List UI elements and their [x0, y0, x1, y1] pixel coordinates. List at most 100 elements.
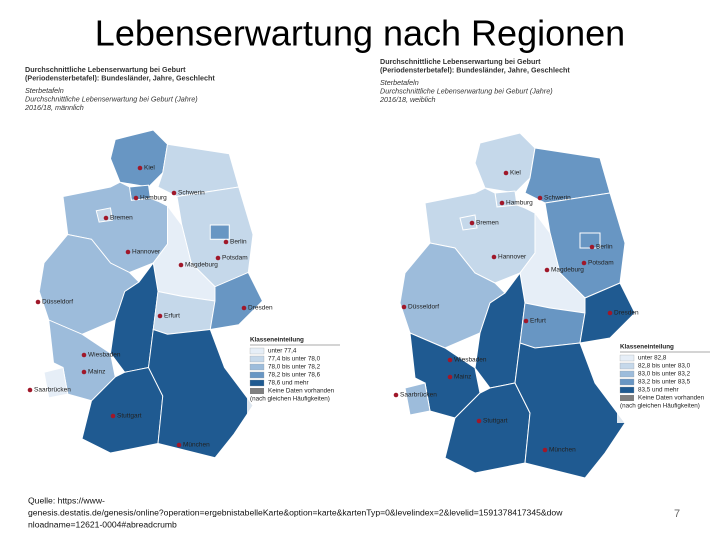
city-label: Kiel — [144, 165, 155, 172]
source-text: genesis.destatis.de/genesis/online?opera… — [28, 507, 563, 517]
map-heading: (Periodensterbetafel): Bundesländer, Jah… — [380, 65, 570, 74]
city-label: Saarbrücken — [400, 392, 437, 399]
city-dot — [215, 255, 221, 261]
city-dot — [491, 254, 497, 260]
city-label: Mainz — [88, 369, 105, 376]
map-heading: 2016/18, weiblich — [379, 95, 436, 104]
city-dot — [469, 220, 475, 226]
source-text: nloadname=12621-0004#abreadcrumb — [28, 519, 177, 529]
city-dot — [393, 392, 399, 398]
city-label: Schwerin — [178, 190, 205, 197]
city-label: Stuttgart — [483, 418, 508, 425]
legend-swatch — [249, 355, 265, 363]
city-dot — [223, 239, 229, 245]
city-dot — [133, 195, 139, 201]
state — [209, 271, 264, 331]
legend-label: 83,2 bis unter 83,5 — [638, 379, 691, 386]
city-label: Düsseldorf — [408, 304, 439, 311]
state — [459, 214, 478, 231]
city-dot — [607, 310, 613, 316]
legend-title: Klasseneinteilung — [250, 337, 304, 344]
legend-swatch — [619, 378, 635, 386]
city-dot — [137, 165, 143, 171]
legend-title: Klasseneinteilung — [620, 344, 674, 351]
city-label: Dresden — [614, 310, 639, 317]
city-dot — [125, 249, 131, 255]
city-dot — [81, 352, 87, 358]
city-dot — [503, 170, 509, 176]
city-dot — [171, 190, 177, 196]
legend-label: unter 77,4 — [268, 348, 297, 355]
legend-label: 83,5 und mehr — [638, 387, 679, 394]
city-label: Dresden — [248, 305, 273, 312]
city-label: Mainz — [454, 374, 471, 381]
legend-label: 83,0 bis unter 83,2 — [638, 371, 691, 378]
state — [95, 207, 113, 223]
state — [110, 129, 169, 188]
city-label: Hamburg — [506, 200, 533, 207]
legend-label: 78,0 bis unter 78,2 — [268, 364, 321, 371]
city-dot — [401, 304, 407, 310]
legend-label: unter 82,8 — [638, 355, 667, 362]
state — [579, 232, 601, 249]
map-heading: Durchschnittliche Lebenserwartung bei Ge… — [25, 94, 198, 103]
map-heading: Sterbetafeln — [25, 86, 64, 95]
city-label: Erfurt — [530, 318, 546, 325]
state — [209, 224, 230, 240]
legend-swatch — [250, 388, 264, 394]
city-dot — [589, 244, 595, 250]
state — [579, 282, 636, 344]
legend-swatch — [619, 354, 635, 362]
city-label: Wiesbaden — [454, 357, 487, 364]
map-heading: (Periodensterbetafel): Bundesländer, Jah… — [25, 73, 215, 82]
city-dot — [544, 267, 550, 273]
city-label: München — [549, 447, 576, 454]
city-label: Stuttgart — [117, 413, 142, 420]
city-dot — [27, 387, 33, 393]
legend-swatch — [249, 371, 265, 379]
city-label: Potsdam — [222, 255, 248, 262]
city-dot — [81, 369, 87, 375]
legend-label: 78,6 und mehr — [268, 380, 309, 387]
city-label: Saarbrücken — [34, 387, 71, 394]
city-label: Bremen — [476, 220, 499, 227]
map-heading: Durchschnittliche Lebenserwartung bei Ge… — [380, 86, 553, 95]
legend-label: 78,2 bis unter 78,6 — [268, 372, 321, 379]
city-dot — [178, 262, 184, 268]
city-label: Hannover — [498, 254, 527, 261]
legend-note: Keine Daten vorhanden — [268, 388, 335, 395]
legend-note: Keine Daten vorhanden — [638, 395, 705, 402]
city-label: Magdeburg — [185, 262, 218, 269]
city-dot — [476, 418, 482, 424]
city-label: Hannover — [132, 249, 161, 256]
legend-swatch — [249, 363, 265, 371]
city-dot — [447, 374, 453, 380]
legend-swatch — [620, 395, 634, 401]
germany-map — [399, 132, 636, 479]
city-dot — [537, 195, 543, 201]
state — [43, 366, 69, 399]
city-label: Berlin — [230, 239, 247, 246]
legend-note: (nach gleichen Häufigkeiten) — [620, 403, 700, 410]
city-label: Wiesbaden — [88, 352, 121, 359]
legend-swatch — [249, 379, 265, 387]
city-dot — [157, 313, 163, 319]
state — [474, 132, 536, 194]
city-label: Düsseldorf — [42, 299, 73, 306]
legend-label: 82,8 bis unter 83,0 — [638, 363, 691, 370]
city-dot — [110, 413, 116, 419]
city-label: Hamburg — [140, 195, 167, 202]
legend-label: 77,4 bis unter 78,0 — [268, 356, 321, 363]
city-dot — [523, 318, 529, 324]
legend-swatch — [249, 347, 265, 355]
city-dot — [447, 357, 453, 363]
city-label: Kiel — [510, 170, 521, 177]
legend-swatch — [619, 370, 635, 378]
city-dot — [241, 305, 247, 311]
city-dot — [176, 442, 182, 448]
legend-swatch — [619, 362, 635, 370]
city-label: Erfurt — [164, 313, 180, 320]
state — [404, 382, 431, 416]
city-label: Berlin — [596, 244, 613, 251]
city-label: München — [183, 442, 210, 449]
